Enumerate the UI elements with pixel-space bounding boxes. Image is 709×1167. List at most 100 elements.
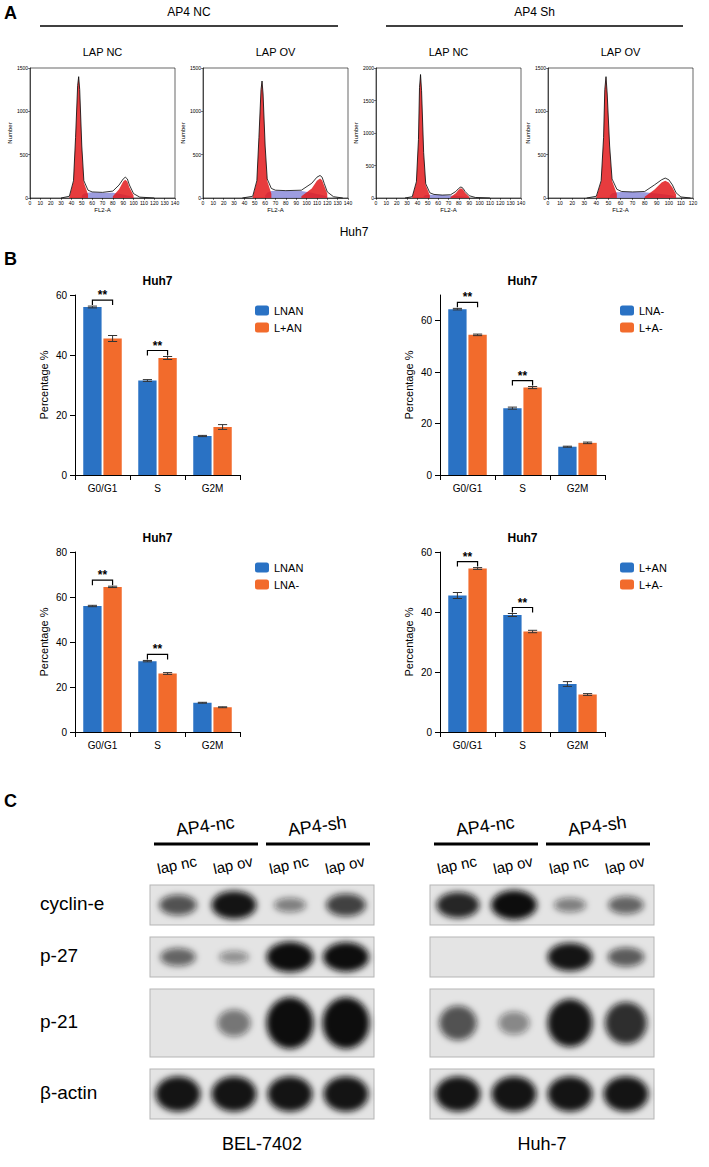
svg-text:G2M: G2M [202,740,224,751]
svg-text:140: 140 [517,200,526,206]
svg-text:2000: 2000 [363,65,374,71]
svg-text:G2M: G2M [567,740,589,751]
svg-text:500: 500 [538,152,547,158]
svg-text:LNA-: LNA- [274,579,299,591]
svg-text:S: S [154,483,161,494]
svg-text:80: 80 [642,200,648,206]
svg-text:10: 10 [38,200,44,206]
svg-text:60: 60 [421,547,433,558]
svg-text:**: ** [98,288,108,302]
svg-text:30: 30 [581,200,587,206]
svg-text:Percentage %: Percentage % [403,607,415,676]
svg-text:**: ** [153,339,163,353]
svg-text:1000: 1000 [363,130,374,136]
svg-text:100: 100 [129,200,138,206]
svg-text:**: ** [518,596,528,610]
svg-text:110: 110 [486,200,494,206]
svg-text:50: 50 [606,200,612,206]
svg-text:0: 0 [375,200,378,206]
svg-text:20: 20 [56,682,68,693]
svg-text:**: ** [463,290,473,304]
svg-text:0: 0 [202,200,205,206]
svg-text:110: 110 [313,200,321,206]
svg-text:20: 20 [569,200,575,206]
svg-text:90: 90 [293,200,299,206]
svg-text:20: 20 [421,667,433,678]
svg-text:**: ** [153,642,163,656]
svg-text:G2M: G2M [202,483,224,494]
svg-text:10: 10 [557,200,563,206]
svg-text:40: 40 [56,350,68,361]
svg-text:lap ov: lap ov [212,852,255,877]
svg-text:Huh7: Huh7 [508,274,538,288]
svg-text:A: A [4,3,17,23]
svg-text:80: 80 [56,547,68,558]
svg-text:80: 80 [283,200,289,206]
svg-text:120: 120 [496,200,505,206]
svg-text:FL2-A: FL2-A [94,207,110,213]
svg-text:Percentage %: Percentage % [38,607,50,676]
svg-text:G2M: G2M [567,483,589,494]
svg-text:60: 60 [56,290,68,301]
svg-text:1500: 1500 [363,98,374,104]
svg-text:**: ** [98,568,108,582]
svg-text:10: 10 [211,200,217,206]
svg-text:80: 80 [456,200,462,206]
svg-text:Number: Number [7,122,13,143]
svg-text:50: 50 [79,200,85,206]
svg-text:50: 50 [425,200,431,206]
svg-text:40: 40 [56,637,68,648]
svg-text:Number: Number [180,122,186,143]
svg-text:60: 60 [435,200,441,206]
svg-text:140: 140 [344,200,353,206]
svg-text:Percentage %: Percentage % [38,350,50,419]
svg-text:G0/G1: G0/G1 [88,483,118,494]
svg-text:60: 60 [421,315,433,326]
svg-text:0: 0 [426,727,432,738]
svg-text:BEL-7402: BEL-7402 [222,1134,302,1154]
svg-text:lap ov: lap ov [492,852,535,877]
svg-text:130: 130 [333,200,342,206]
svg-text:40: 40 [242,200,248,206]
svg-text:S: S [154,740,161,751]
svg-text:AP4-sh: AP4-sh [287,812,348,840]
svg-text:140: 140 [171,200,180,206]
svg-text:110: 110 [140,200,148,206]
svg-text:B: B [4,249,17,269]
svg-text:C: C [4,791,17,811]
svg-text:1000: 1000 [17,108,28,114]
svg-text:AP4 Sh: AP4 Sh [514,5,555,19]
svg-text:0: 0 [61,470,67,481]
svg-text:Number: Number [353,122,359,143]
svg-text:60: 60 [262,200,268,206]
svg-text:120: 120 [689,200,698,206]
svg-text:70: 70 [630,200,636,206]
svg-text:Number: Number [525,122,531,143]
svg-text:LNAN: LNAN [274,562,303,574]
svg-text:AP4-nc: AP4-nc [455,812,516,840]
svg-text:50: 50 [252,200,258,206]
svg-text:lap nc: lap nc [436,852,479,877]
svg-text:20: 20 [394,200,400,206]
svg-text:120: 120 [323,200,332,206]
svg-text:p-27: p-27 [40,945,78,966]
svg-text:30: 30 [404,200,410,206]
svg-text:1500: 1500 [17,65,28,71]
svg-text:lap ov: lap ov [604,852,647,877]
svg-text:lap ov: lap ov [324,852,367,877]
svg-text:500: 500 [366,163,375,169]
svg-text:80: 80 [110,200,116,206]
svg-text:FL2-A: FL2-A [612,207,628,213]
svg-text:60: 60 [89,200,95,206]
svg-text:S: S [519,740,526,751]
svg-text:70: 70 [100,200,106,206]
svg-text:Percentage %: Percentage % [403,350,415,419]
svg-text:20: 20 [48,200,54,206]
svg-text:40: 40 [69,200,75,206]
svg-text:1000: 1000 [190,108,201,114]
svg-text:LNA-: LNA- [639,305,664,317]
svg-text:AP4 NC: AP4 NC [167,5,211,19]
svg-text:130: 130 [506,200,515,206]
svg-text:Huh7: Huh7 [143,274,173,288]
svg-text:500: 500 [20,152,29,158]
